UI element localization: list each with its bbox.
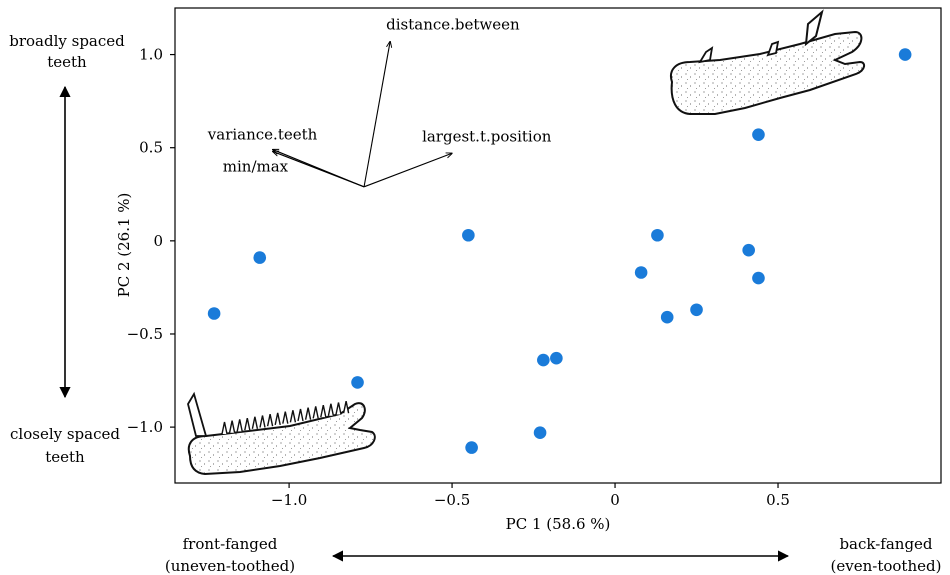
plot-frame	[174, 7, 942, 484]
scatter-point	[537, 353, 550, 367]
loading-vector-label: largest.t.position	[422, 127, 552, 145]
x-tick-label: 0	[610, 491, 620, 509]
y-axis-label: PC 2 (26.1 %)	[115, 193, 133, 298]
scatter-point	[898, 48, 912, 61]
jaw-illustration-front-fanged	[187, 391, 376, 476]
scatter-point	[533, 426, 547, 440]
x-tick-label: 0.5	[766, 491, 790, 509]
scatter-point	[742, 243, 755, 257]
scatter-point	[253, 251, 267, 264]
front-fanged-line1: front-fanged	[183, 535, 278, 553]
y-tick-label: 1.0	[139, 46, 163, 64]
scatter-point	[207, 307, 221, 320]
y-tick-label: 0.5	[139, 139, 163, 157]
y-tick-label: −1.0	[127, 418, 163, 436]
scatter-point	[550, 351, 563, 365]
x-tick-label: −0.5	[434, 491, 470, 509]
loading-vector-label: min/max	[223, 157, 289, 175]
loading-vector-label: variance.teeth	[207, 126, 318, 144]
scatter-point	[660, 310, 674, 324]
axis-ticks: −1.0 −0.5 0 0.5 −1.0 −0.5 0 0.5 1.0	[127, 46, 790, 509]
scatter-point	[752, 128, 765, 141]
closely-spaced-line2: teeth	[45, 448, 85, 466]
loading-vector-label: distance.between	[386, 16, 520, 34]
closely-spaced-line1: closely spaced	[10, 425, 120, 443]
scatter-point	[465, 441, 478, 454]
scatter-point	[634, 266, 648, 279]
broadly-spaced-line2: teeth	[47, 53, 87, 71]
jaw-illustration-back-fanged	[670, 9, 866, 115]
loading-vector	[363, 153, 452, 188]
x-axis-label: PC 1 (58.6 %)	[506, 515, 611, 533]
data-points	[207, 48, 912, 454]
scatter-point	[690, 303, 703, 317]
y-tick-label: −0.5	[127, 325, 163, 343]
broadly-spaced-line1: broadly spaced	[9, 32, 125, 50]
back-fanged-line2: (even-toothed)	[831, 557, 942, 575]
loading-vector	[363, 42, 390, 187]
x-tick-label: −1.0	[271, 491, 307, 509]
y-tick-label: 0	[153, 232, 163, 250]
back-fanged-line1: back-fanged	[839, 535, 932, 553]
scatter-point	[752, 271, 765, 285]
scatter-point	[462, 228, 475, 242]
loading-vector	[273, 151, 365, 188]
scatter-point	[651, 228, 664, 242]
loading-vectors: distance.between largest.t.position varian…	[207, 16, 552, 188]
front-fanged-line2: (uneven-toothed)	[165, 557, 295, 575]
scatter-point	[351, 376, 364, 389]
